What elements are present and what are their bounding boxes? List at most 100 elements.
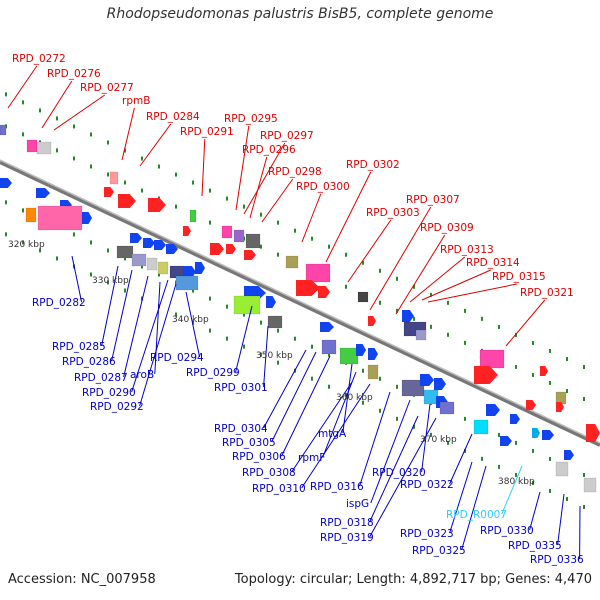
- tick-dot: [22, 208, 24, 213]
- label-leader-line: [131, 279, 169, 393]
- label-leader-line: [139, 283, 177, 407]
- gene-block: [367, 364, 379, 380]
- tick-dot: [566, 388, 568, 393]
- gene-arrow: [540, 366, 548, 376]
- tick-dot: [464, 340, 466, 345]
- gene-label: RPD_0316: [310, 481, 364, 493]
- tick-dot: [90, 240, 92, 245]
- gene-label: RPD_0315: [492, 271, 546, 283]
- label-leader-line: [263, 349, 307, 429]
- gene-label: RPD_0276: [47, 68, 101, 80]
- tick-dot: [413, 424, 415, 429]
- gene-block: [473, 419, 489, 435]
- gene-label: RPD_0322: [400, 479, 454, 491]
- gene-label: RPD_0325: [412, 545, 466, 557]
- gene-block: [479, 349, 505, 369]
- gene-block: [401, 379, 425, 397]
- kbp-scale-label: 320 kbp: [8, 240, 45, 250]
- label-leader-line: [342, 363, 353, 434]
- gene-label: RPD_0298: [268, 166, 322, 178]
- label-leader-line: [235, 125, 250, 211]
- tick-dot: [379, 408, 381, 413]
- tick-dot: [192, 180, 194, 185]
- tick-dot: [362, 260, 364, 265]
- label-leader-line: [271, 351, 317, 443]
- gene-arrow: [166, 244, 178, 254]
- tick-dot: [39, 108, 41, 113]
- gene-arrow: [474, 366, 498, 384]
- gene-arrow: [320, 322, 334, 332]
- gene-label: RPD_0314: [466, 257, 520, 269]
- gene-block: [146, 257, 158, 271]
- gene-arrow: [0, 178, 12, 188]
- gene-arrow: [486, 404, 500, 416]
- label-leader-line: [449, 433, 473, 485]
- gene-label: RPD_0286: [62, 356, 116, 368]
- gene-block: [221, 225, 233, 239]
- tick-dot: [107, 248, 109, 253]
- gene-block: [25, 207, 37, 223]
- label-leader-line: [185, 291, 201, 358]
- kbp-scale-label: 370 kbp: [420, 435, 457, 445]
- label-leader-line: [71, 255, 83, 303]
- label-leader-line: [263, 325, 269, 388]
- tick-dot: [56, 256, 58, 261]
- tick-dot: [515, 440, 517, 445]
- gene-block: [439, 401, 455, 415]
- gene-label: aroB: [130, 369, 154, 381]
- tick-dot: [549, 380, 551, 385]
- tick-dot: [243, 344, 245, 349]
- tick-dot: [464, 308, 466, 313]
- tick-dot: [141, 188, 143, 193]
- tick-dot: [22, 132, 24, 137]
- label-leader-line: [529, 491, 541, 531]
- gene-label: RPD_0299: [186, 367, 240, 379]
- tick-dot: [209, 220, 211, 225]
- label-leader-line: [111, 269, 133, 362]
- label-leader-lines: [7, 65, 581, 560]
- label-leader-line: [154, 281, 161, 375]
- tick-dot: [362, 368, 364, 373]
- label-leader-line: [53, 94, 106, 131]
- tick-dot: [566, 496, 568, 501]
- tick-dot: [209, 188, 211, 193]
- gene-label: RPD_0319: [320, 532, 374, 544]
- tick-dot: [277, 220, 279, 225]
- gene-arrow: [402, 310, 414, 322]
- tick-dot: [498, 432, 500, 437]
- gene-arrow: [296, 280, 320, 296]
- accession-label: Accession: NC_007958: [8, 572, 156, 587]
- gene-label: RPD_0291: [180, 126, 234, 138]
- tick-dot: [464, 416, 466, 421]
- tick-dot: [345, 252, 347, 257]
- tick-dot: [175, 172, 177, 177]
- gene-label: RPD_0308: [242, 467, 296, 479]
- gene-label: RPD_0301: [214, 382, 268, 394]
- label-leader-line: [7, 65, 38, 109]
- gene-label: RPD_0318: [320, 517, 374, 529]
- label-leader-line: [409, 256, 466, 303]
- gene-label: RPD_0307: [406, 194, 460, 206]
- tick-dot: [5, 232, 7, 237]
- gene-block: [245, 233, 261, 249]
- tick-dot: [73, 232, 75, 237]
- tick-dot: [141, 296, 143, 301]
- gene-label: RPD_0306: [232, 451, 286, 463]
- gene-arrow: [526, 400, 536, 410]
- tick-dot: [379, 300, 381, 305]
- gene-label: RPD_0287: [74, 372, 128, 384]
- tick-dot: [5, 200, 7, 205]
- tick-dot: [583, 365, 585, 370]
- kbp-scale-labels: 320 kbp 330 kbp 340 kbp 350 kbp 360 kbp 370 k…: [8, 240, 535, 487]
- label-leader-line: [235, 305, 253, 373]
- tick-dot: [277, 252, 279, 257]
- tick-dot: [175, 204, 177, 209]
- gene-block: [26, 139, 38, 153]
- tick-dot: [532, 340, 534, 345]
- label-leader-line: [421, 269, 491, 301]
- gene-label: RPD_0330: [480, 525, 534, 537]
- gene-block: [555, 461, 569, 477]
- gene-label: RPD_0321: [520, 287, 574, 299]
- gene-block: [0, 124, 7, 136]
- tick-dot: [22, 100, 24, 105]
